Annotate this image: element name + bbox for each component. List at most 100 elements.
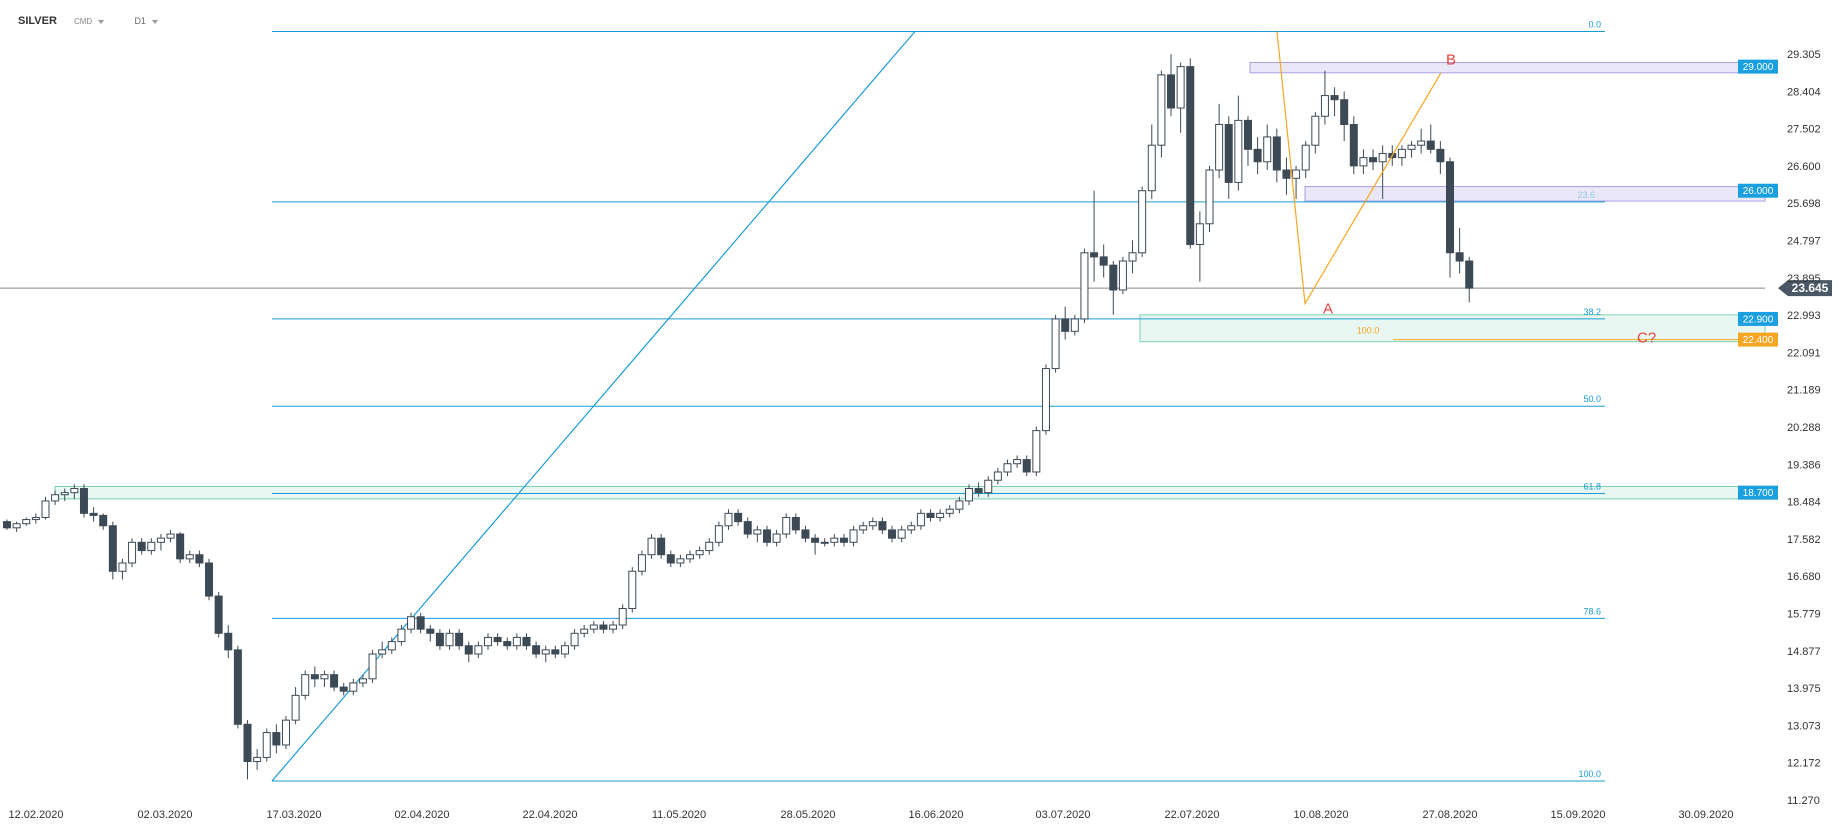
candle-bear <box>99 514 108 527</box>
y-axis-tick-label: 27.502 <box>1787 124 1821 136</box>
candle-bull <box>484 636 492 647</box>
candle-bull <box>41 500 50 518</box>
candle-bear <box>762 529 771 543</box>
candle-bear <box>1099 256 1108 266</box>
candle-bull <box>156 537 165 543</box>
candle-bull <box>753 529 762 535</box>
wave-label-c: C? <box>1637 330 1656 347</box>
candle-bear <box>1330 95 1339 101</box>
candle-bear <box>1022 459 1031 473</box>
candle-bull <box>560 645 569 655</box>
candle-bear <box>330 674 339 688</box>
price-level-badge <box>1738 332 1778 347</box>
candle-bear <box>1167 74 1176 109</box>
candle-bull <box>1234 119 1243 183</box>
y-axis-tick-label: 13.073 <box>1787 720 1821 732</box>
candle-bull <box>965 488 973 502</box>
candle-bull <box>1397 148 1406 159</box>
candle-bear <box>1272 136 1281 171</box>
candle-bull <box>118 562 127 572</box>
candle-bear <box>1436 148 1445 163</box>
candle-bear <box>811 537 820 543</box>
candle-bear <box>503 641 512 647</box>
candle-bull <box>512 636 521 647</box>
candle-bull <box>1147 144 1156 192</box>
timeframe-dropdown[interactable]: D1 <box>134 16 158 26</box>
candle-bear <box>1109 264 1118 291</box>
candle-bear <box>599 624 608 630</box>
candle-bull <box>474 645 483 655</box>
x-axis-tick-label: 03.07.2020 <box>1035 809 1090 821</box>
candle-bull <box>541 649 550 655</box>
fib-level-label: 100.0 <box>1578 769 1601 779</box>
candle-bull <box>686 554 695 560</box>
candle-bull <box>1013 459 1022 465</box>
candle-bull <box>609 624 618 630</box>
candle-bear <box>426 628 435 634</box>
candle-bull <box>1157 74 1166 146</box>
y-axis-tick-label: 18.484 <box>1787 497 1821 509</box>
y-axis-tick-label: 21.189 <box>1787 385 1821 397</box>
current-price-label: 23.645 <box>1792 281 1829 295</box>
candle-bear <box>89 512 98 516</box>
candle-bull <box>166 533 175 539</box>
x-axis-tick-label: 12.02.2020 <box>8 809 63 821</box>
candle-bull <box>647 537 656 556</box>
candle-bull <box>445 632 454 647</box>
price-level-badge-label: 22.400 <box>1743 335 1774 346</box>
candle-bull <box>253 756 262 763</box>
y-axis-tick-label: 23.895 <box>1787 273 1821 285</box>
candle-bull <box>1205 169 1214 225</box>
candle-bull <box>1320 95 1329 117</box>
candle-bull <box>724 512 733 527</box>
candle-bear <box>1186 66 1195 245</box>
price-level-badge-label: 18.700 <box>1743 488 1774 499</box>
fib-level-label: 23.6 <box>1577 190 1595 200</box>
candle-bear <box>137 541 146 552</box>
candle-bull <box>51 494 60 502</box>
candle-bull <box>1041 368 1050 432</box>
wave-label-b: B <box>1446 52 1456 69</box>
candle-bull <box>320 674 329 680</box>
price-level-badge-label: 29.000 <box>1743 62 1774 73</box>
x-axis-tick-label: 10.08.2020 <box>1293 809 1348 821</box>
y-axis-tick-label: 11.270 <box>1787 795 1820 807</box>
candle-bear <box>243 723 252 763</box>
wave-label-a: A <box>1323 301 1333 318</box>
candle-bear <box>791 516 800 531</box>
candle-bear <box>1446 161 1454 254</box>
candle-bear <box>926 512 935 518</box>
candle-bear <box>339 686 348 692</box>
x-axis-tick-label: 27.08.2020 <box>1422 809 1477 821</box>
candle-bear <box>532 645 541 655</box>
candle-bear <box>1340 99 1349 126</box>
candle-bull <box>580 628 589 634</box>
x-axis-tick-label: 30.09.2020 <box>1678 809 1733 821</box>
y-axis-tick-label: 25.698 <box>1787 198 1821 210</box>
candle-bull <box>1292 169 1301 179</box>
candle-bull <box>1359 157 1368 167</box>
market-dropdown[interactable]: CMD <box>74 17 106 26</box>
candle-bull <box>676 558 685 564</box>
candle-bull <box>955 500 964 510</box>
candle-bear <box>224 632 233 651</box>
candle-bull <box>1032 430 1041 473</box>
chevron-down-icon <box>98 19 105 24</box>
y-axis-tick-label: 22.091 <box>1787 347 1821 359</box>
candle-bull <box>772 533 781 543</box>
y-axis-tick-label: 28.404 <box>1787 86 1821 98</box>
candle-bull <box>1128 252 1137 262</box>
candle-bear <box>3 521 11 529</box>
candle-bear <box>1465 260 1474 289</box>
candle-bull <box>281 719 290 746</box>
candle-bear <box>1243 119 1252 150</box>
fib-level-label: 38.2 <box>1583 307 1601 317</box>
market-label: CMD <box>73 17 93 26</box>
candle-bull <box>936 512 945 518</box>
chart-header: SILVER CMD D1 <box>18 15 158 27</box>
candle-bull <box>695 550 704 556</box>
candle-bull <box>1215 124 1224 171</box>
candle-bear <box>214 595 223 634</box>
candle-bull <box>589 624 598 630</box>
